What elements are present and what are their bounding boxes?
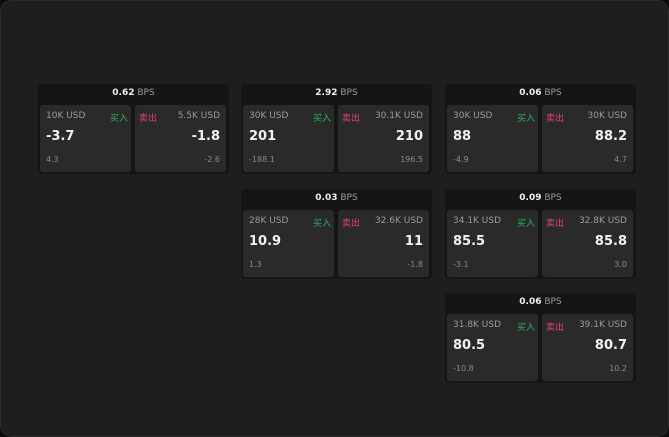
bid-price: 10.9 [249,234,282,249]
buy-label: 买入 [516,323,535,333]
spread-value: 0.62 [112,88,135,98]
ask-price: 80.7 [594,338,627,353]
sell-button[interactable]: 卖出 39.1K USD 80.7 10.2 [542,314,633,381]
ask-size: 5.5K USD [177,111,220,121]
sell-button[interactable]: 卖出 32.8K USD 85.8 3.0 [542,210,633,277]
bid-change: -4.9 [453,155,469,164]
bid-change: -10.8 [453,364,474,373]
ask-change: 4.7 [614,155,627,164]
bid-size: 10K USD [46,111,86,121]
ask-change: -1.8 [407,260,423,269]
buy-button[interactable]: 34.1K USD 买入 85.5 -3.1 [447,210,538,277]
sell-button[interactable]: 卖出 5.5K USD -1.8 -2.6 [135,105,226,172]
sell-label: 卖出 [342,219,361,229]
spread-unit: BPS [340,193,358,203]
sell-label: 卖出 [342,114,361,124]
buy-button[interactable]: 30K USD 买入 88 -4.9 [447,105,538,172]
sell-button[interactable]: 卖出 30K USD 88.2 4.7 [542,105,633,172]
ask-price: 11 [404,234,423,249]
bid-change: -188.1 [249,155,275,164]
ask-change: -2.6 [204,155,220,164]
bid-price: 85.5 [453,234,486,249]
spread-header: 0.62 BPS [38,84,229,103]
spread-unit: BPS [340,88,358,98]
spread-header: 0.06 BPS [445,293,636,312]
bid-size: 34.1K USD [453,216,502,226]
spread-value: 0.06 [519,88,542,98]
quote-widget: 0.03 BPS 28K USD 买入 10.9 1.3 卖出 32.6K US… [241,189,432,279]
ask-price: -1.8 [191,129,220,144]
spread-header: 2.92 BPS [241,84,432,103]
quote-widget: 0.06 BPS 30K USD 买入 88 -4.9 卖出 30K USD 8… [445,84,636,174]
sell-button[interactable]: 卖出 32.6K USD 11 -1.8 [338,210,429,277]
bid-change: -3.1 [453,260,469,269]
ask-size: 39.1K USD [578,320,627,330]
ask-size: 32.6K USD [374,216,423,226]
bid-size: 30K USD [453,111,493,121]
spread-unit: BPS [137,88,155,98]
bid-size: 31.8K USD [453,320,502,330]
ask-change: 196.5 [400,155,423,164]
buy-button[interactable]: 10K USD 买入 -3.7 4.3 [40,105,131,172]
sell-button[interactable]: 卖出 30.1K USD 210 196.5 [338,105,429,172]
spread-value: 2.92 [315,88,338,98]
bid-price: 201 [249,129,277,144]
bid-change: 4.3 [46,155,59,164]
bid-price: -3.7 [46,129,75,144]
ask-size: 30.1K USD [374,111,423,121]
quote-widget: 0.62 BPS 10K USD 买入 -3.7 4.3 卖出 5.5K USD… [38,84,229,174]
bid-size: 28K USD [249,216,289,226]
buy-label: 买入 [312,114,331,124]
spread-unit: BPS [544,88,562,98]
buy-label: 买入 [109,114,128,124]
quote-widget: 0.09 BPS 34.1K USD 买入 85.5 -3.1 卖出 32.8K… [445,189,636,279]
ask-size: 30K USD [587,111,627,121]
bid-size: 30K USD [249,111,289,121]
ask-price: 210 [395,129,423,144]
quote-widget: 0.06 BPS 31.8K USD 买入 80.5 -10.8 卖出 39.1… [445,293,636,383]
sell-label: 卖出 [546,219,565,229]
ask-price: 88.2 [594,129,627,144]
buy-button[interactable]: 28K USD 买入 10.9 1.3 [243,210,334,277]
spread-value: 0.03 [315,193,338,203]
quote-widget: 2.92 BPS 30K USD 买入 201 -188.1 卖出 30.1K … [241,84,432,174]
spread-value: 0.06 [519,297,542,307]
spread-unit: BPS [544,297,562,307]
ask-change: 3.0 [614,260,627,269]
spread-unit: BPS [544,193,562,203]
ask-size: 32.8K USD [578,216,627,226]
bid-price: 80.5 [453,338,486,353]
buy-button[interactable]: 30K USD 买入 201 -188.1 [243,105,334,172]
bid-change: 1.3 [249,260,262,269]
buy-button[interactable]: 31.8K USD 买入 80.5 -10.8 [447,314,538,381]
buy-label: 买入 [516,219,535,229]
sell-label: 卖出 [546,114,565,124]
spread-value: 0.09 [519,193,542,203]
buy-label: 买入 [312,219,331,229]
spread-header: 0.09 BPS [445,189,636,208]
sell-label: 卖出 [139,114,158,124]
bid-price: 88 [453,129,472,144]
ask-price: 85.8 [594,234,627,249]
spread-header: 0.06 BPS [445,84,636,103]
spread-header: 0.03 BPS [241,189,432,208]
ask-change: 10.2 [609,364,627,373]
sell-label: 卖出 [546,323,565,333]
buy-label: 买入 [516,114,535,124]
